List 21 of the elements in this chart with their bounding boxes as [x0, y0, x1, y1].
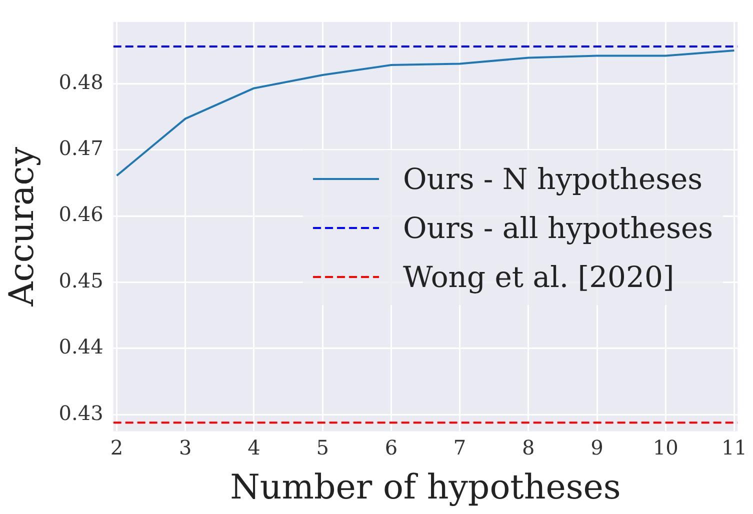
y-tick-label: 0.45 — [58, 268, 104, 292]
x-tick-label: 9 — [590, 435, 604, 460]
x-tick-label: 10 — [652, 435, 678, 460]
y-axis-title: Accuracy — [2, 146, 42, 308]
legend-label: Ours - all hypotheses — [403, 210, 713, 244]
x-tick-label: 5 — [316, 435, 329, 460]
y-tick-label: 0.43 — [58, 400, 104, 425]
x-tick-label: 2 — [110, 435, 124, 460]
x-tick-label: 4 — [248, 435, 260, 460]
x-tick-label: 6 — [384, 435, 398, 460]
y-tick-label: 0.44 — [58, 334, 104, 359]
x-tick-label: 7 — [453, 435, 466, 460]
legend-label: Ours - N hypotheses — [403, 162, 703, 196]
x-tick-label: 11 — [721, 435, 747, 460]
y-tick-label: 0.48 — [58, 70, 104, 94]
y-tick-label: 0.47 — [58, 136, 104, 160]
y-tick-label: 0.46 — [58, 202, 104, 226]
legend-label: Wong et al. [2020] — [403, 260, 674, 294]
x-tick-label: 8 — [522, 435, 535, 460]
x-tick-label: 3 — [179, 435, 192, 460]
x-axis-title: Number of hypotheses — [230, 467, 621, 508]
